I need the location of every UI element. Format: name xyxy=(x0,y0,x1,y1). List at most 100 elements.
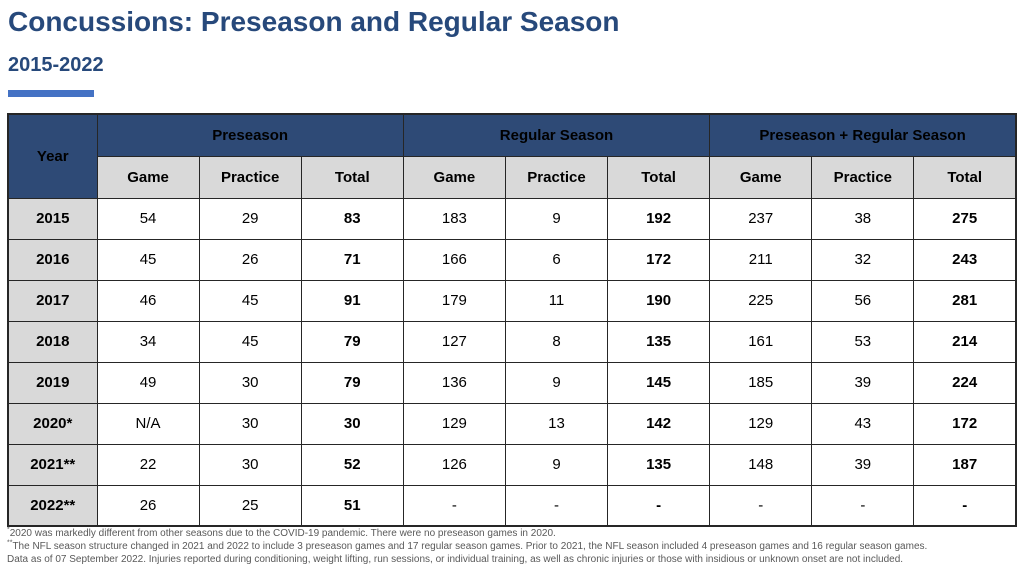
footnote-marker: ** xyxy=(7,539,13,547)
data-cell: 29 xyxy=(198,197,302,240)
footnote-text: Data as of 07 September 2022. Injuries r… xyxy=(7,554,904,565)
data-cell: 45 xyxy=(96,238,200,281)
data-cell: 148 xyxy=(709,443,813,486)
total-cell: 192 xyxy=(607,197,711,240)
footnote-line: Data as of 07 September 2022. Injuries r… xyxy=(7,553,927,566)
column-header-total: Total xyxy=(607,155,711,199)
page-subtitle: 2015-2022 xyxy=(8,54,104,76)
column-header-total: Total xyxy=(300,155,404,199)
total-cell: 79 xyxy=(300,361,404,404)
data-cell: 8 xyxy=(504,320,609,363)
column-header-total: Total xyxy=(913,155,1017,199)
concussions-table: Year Preseason Regular Season Preseason … xyxy=(7,113,1017,527)
total-cell: 71 xyxy=(300,238,404,281)
data-cell: 127 xyxy=(402,320,506,363)
year-cell: 2022** xyxy=(7,484,98,527)
table-group-header-row: Year Preseason Regular Season Preseason … xyxy=(7,113,1017,199)
footnote-marker: * xyxy=(7,526,10,534)
total-cell: 214 xyxy=(913,320,1017,363)
data-cell: 129 xyxy=(402,402,506,445)
page-title: Concussions: Preseason and Regular Seaso… xyxy=(8,6,620,37)
total-cell: 172 xyxy=(913,402,1017,445)
data-cell: 30 xyxy=(198,402,302,445)
data-cell: 46 xyxy=(96,279,200,322)
column-header-practice: Practice xyxy=(811,155,915,199)
total-cell: 281 xyxy=(913,279,1017,322)
column-header-game: Game xyxy=(709,155,813,199)
total-cell: 83 xyxy=(300,197,404,240)
data-cell: 53 xyxy=(811,320,915,363)
year-column-header: Year xyxy=(7,113,98,199)
table-subheader-row: Game Practice Total Game Practice Total … xyxy=(8,155,1017,199)
data-cell: 30 xyxy=(198,361,302,404)
total-cell: 142 xyxy=(607,402,711,445)
data-cell: 39 xyxy=(811,361,915,404)
data-cell: 11 xyxy=(504,279,609,322)
total-cell: 91 xyxy=(300,279,404,322)
total-cell: - xyxy=(607,484,711,527)
data-cell: 45 xyxy=(198,279,302,322)
data-cell: 9 xyxy=(504,443,609,486)
data-cell: 32 xyxy=(811,238,915,281)
data-cell: 25 xyxy=(198,484,302,527)
total-cell: 135 xyxy=(607,320,711,363)
total-cell: 79 xyxy=(300,320,404,363)
data-cell: 136 xyxy=(402,361,506,404)
table-row: 2022** 26 25 51 - - - - - - xyxy=(7,484,1017,527)
data-cell: 183 xyxy=(402,197,506,240)
data-cell: - xyxy=(402,484,506,527)
footnote-line: *2020 was markedly different from other … xyxy=(7,527,927,540)
data-cell: 129 xyxy=(709,402,813,445)
table-row: 2015 54 29 83 183 9 192 237 38 275 xyxy=(7,197,1017,240)
data-cell: 185 xyxy=(709,361,813,404)
data-cell: 9 xyxy=(504,197,609,240)
data-cell: - xyxy=(709,484,813,527)
total-cell: 135 xyxy=(607,443,711,486)
total-cell: 52 xyxy=(300,443,404,486)
total-cell: 190 xyxy=(607,279,711,322)
footnote-text: The NFL season structure changed in 2021… xyxy=(12,541,928,552)
footnote-text: 2020 was markedly different from other s… xyxy=(9,528,556,539)
data-cell: 26 xyxy=(198,238,302,281)
total-cell: - xyxy=(913,484,1017,527)
total-cell: 172 xyxy=(607,238,711,281)
column-header-game: Game xyxy=(402,155,506,199)
total-cell: 275 xyxy=(913,197,1017,240)
data-cell: 126 xyxy=(402,443,506,486)
data-cell: 13 xyxy=(504,402,609,445)
data-cell: 30 xyxy=(198,443,302,486)
data-cell: 6 xyxy=(504,238,609,281)
data-cell: 179 xyxy=(402,279,506,322)
year-cell: 2020* xyxy=(7,402,98,445)
data-cell: 56 xyxy=(811,279,915,322)
total-cell: 51 xyxy=(300,484,404,527)
table-row: 2018 34 45 79 127 8 135 161 53 214 xyxy=(7,320,1017,363)
total-cell: 145 xyxy=(607,361,711,404)
data-cell: 49 xyxy=(96,361,200,404)
footnotes: *2020 was markedly different from other … xyxy=(7,527,927,566)
table-row: 2016 45 26 71 166 6 172 211 32 243 xyxy=(7,238,1017,281)
data-cell: - xyxy=(504,484,609,527)
data-cell: 9 xyxy=(504,361,609,404)
total-cell: 30 xyxy=(300,402,404,445)
table-row: 2019 49 30 79 136 9 145 185 39 224 xyxy=(7,361,1017,404)
data-cell: - xyxy=(811,484,915,527)
data-cell: 38 xyxy=(811,197,915,240)
total-cell: 187 xyxy=(913,443,1017,486)
year-cell: 2021** xyxy=(7,443,98,486)
data-cell: 22 xyxy=(96,443,200,486)
year-cell: 2017 xyxy=(7,279,98,322)
column-header-practice: Practice xyxy=(504,155,609,199)
data-cell: 166 xyxy=(402,238,506,281)
year-cell: 2015 xyxy=(7,197,98,240)
data-cell: 54 xyxy=(96,197,200,240)
data-cell: 39 xyxy=(811,443,915,486)
data-cell: 225 xyxy=(709,279,813,322)
table-row: 2021** 22 30 52 126 9 135 148 39 187 xyxy=(7,443,1017,486)
group-header-regular-season: Regular Season xyxy=(402,113,711,157)
group-header-preseason: Preseason xyxy=(96,113,404,157)
data-cell: N/A xyxy=(96,402,200,445)
table-row: 2017 46 45 91 179 11 190 225 56 281 xyxy=(7,279,1017,322)
data-cell: 43 xyxy=(811,402,915,445)
